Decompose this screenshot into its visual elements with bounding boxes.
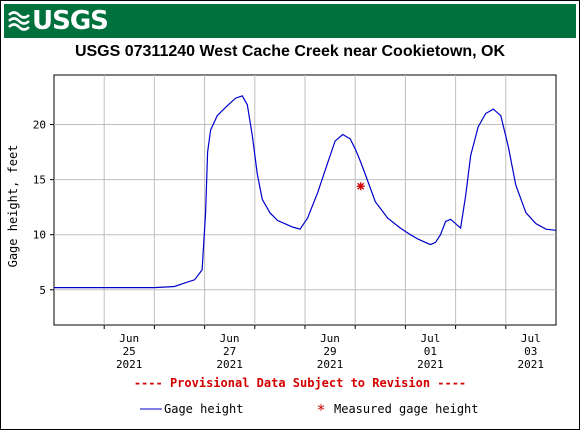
- legend-marker-label: Measured gage height: [334, 402, 479, 416]
- y-tick-label: 10: [33, 229, 46, 242]
- y-tick-label: 20: [33, 119, 46, 132]
- measured-gage-height-marker: [356, 182, 365, 191]
- x-tick-label: Jun: [220, 332, 240, 345]
- usgs-logo-text: USGS: [32, 6, 109, 36]
- x-tick-label: 03: [524, 345, 537, 358]
- provisional-notice: ---- Provisional Data Subject to Revisio…: [134, 376, 466, 390]
- x-tick-label: 2021: [216, 358, 243, 371]
- x-tick-label: 2021: [518, 358, 545, 371]
- x-tick-label: 2021: [116, 358, 143, 371]
- legend: Gage height * Measured gage height: [140, 401, 479, 419]
- y-axis-label: Gage height, feet: [6, 145, 20, 268]
- x-tick-label: Jul: [521, 332, 541, 345]
- usgs-header-banner: [4, 4, 576, 38]
- data-series: [54, 95, 556, 289]
- x-axis-ticks: Jun252021Jun272021Jun292021Jul012021Jul0…: [103, 325, 545, 371]
- x-tick-label: 2021: [417, 358, 444, 371]
- x-tick-label: Jul: [420, 332, 440, 345]
- y-tick-label: 15: [33, 174, 46, 187]
- x-tick-label: 29: [323, 345, 336, 358]
- x-tick-label: 01: [424, 345, 437, 358]
- gage-height-line: [54, 95, 556, 289]
- legend-line-label: Gage height: [164, 402, 243, 416]
- x-tick-label: Jun: [119, 332, 139, 345]
- y-tick-label: 5: [39, 284, 46, 297]
- x-tick-label: Jun: [320, 332, 340, 345]
- chart-title: USGS 07311240 West Cache Creek near Cook…: [74, 43, 506, 60]
- legend-marker-swatch: *: [316, 401, 325, 419]
- x-tick-label: 2021: [317, 358, 344, 371]
- x-tick-label: 27: [223, 345, 236, 358]
- y-axis-ticks: 5 10 15 20: [33, 119, 54, 297]
- usgs-wave-logo-icon: [8, 11, 30, 31]
- grid-lines: [54, 75, 556, 325]
- x-tick-label: 25: [123, 345, 136, 358]
- usgs-logo[interactable]: USGS: [4, 4, 109, 38]
